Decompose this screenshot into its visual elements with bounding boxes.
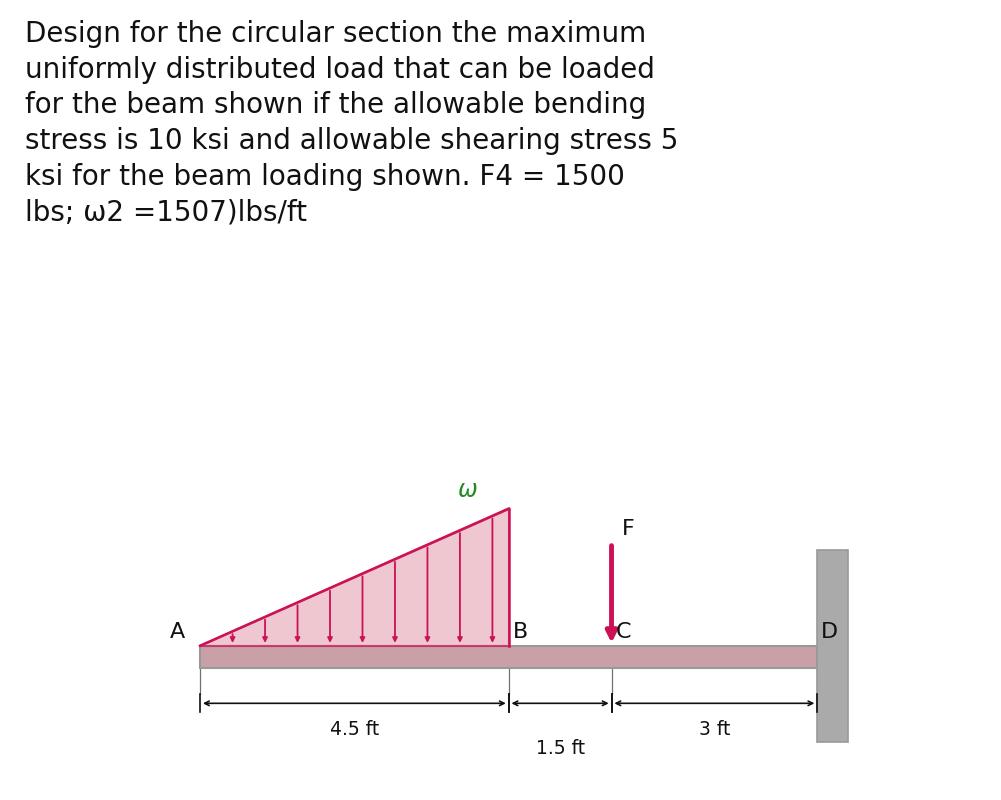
Text: Design for the circular section the maximum
uniformly distributed load that can : Design for the circular section the maxi… xyxy=(25,20,679,226)
Text: B: B xyxy=(513,622,528,642)
Bar xyxy=(817,550,848,742)
Text: 4.5 ft: 4.5 ft xyxy=(329,721,379,739)
Bar xyxy=(200,646,817,668)
Text: C: C xyxy=(616,622,631,642)
Text: F: F xyxy=(622,519,635,539)
Text: $\omega$: $\omega$ xyxy=(457,478,477,502)
Text: A: A xyxy=(170,622,185,642)
Polygon shape xyxy=(200,509,509,646)
Text: 3 ft: 3 ft xyxy=(699,721,730,739)
Text: D: D xyxy=(822,622,839,642)
Text: 1.5 ft: 1.5 ft xyxy=(536,739,585,758)
